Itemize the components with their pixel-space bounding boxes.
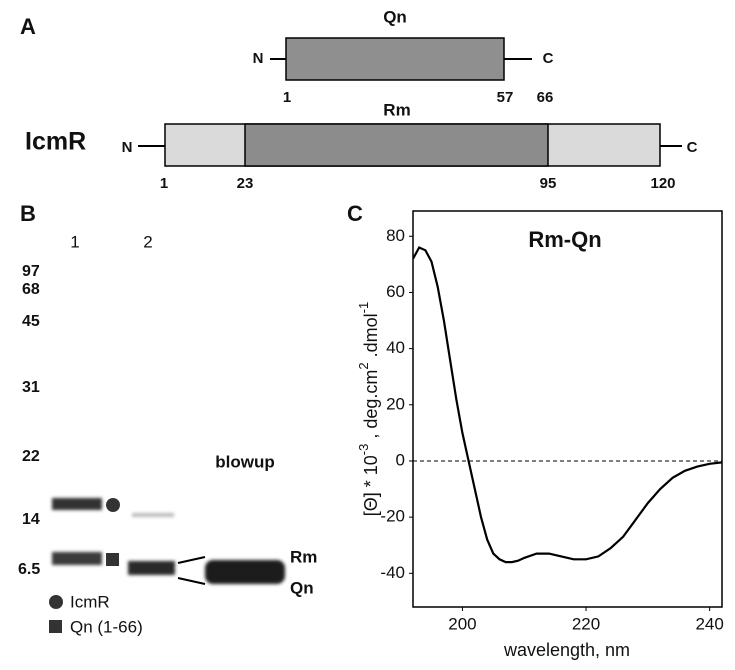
y-axis-label-part: 2 bbox=[356, 362, 371, 369]
n-term: N bbox=[122, 139, 133, 156]
panel-label: C bbox=[347, 201, 363, 226]
marker-label: 22 bbox=[22, 448, 40, 465]
y-axis-label-part: -1 bbox=[356, 302, 371, 314]
residue: 120 bbox=[650, 175, 675, 192]
band-label: Rm bbox=[290, 547, 317, 566]
gel-bands bbox=[52, 498, 285, 584]
marker-label: 31 bbox=[22, 379, 40, 396]
protein-name: IcmR bbox=[25, 128, 86, 156]
rm-box bbox=[244, 123, 549, 167]
x-axis-label: wavelength, nm bbox=[503, 640, 630, 660]
c-term: C bbox=[687, 139, 698, 156]
x-tick-label: 240 bbox=[695, 614, 723, 633]
panel-c: C Rm-Qn wavelength, nm [Θ] * 10-3 , deg.… bbox=[347, 201, 724, 660]
domain-name: Rm bbox=[383, 100, 410, 119]
blowup-line bbox=[177, 556, 206, 564]
residue: 95 bbox=[540, 175, 557, 192]
residue: 57 bbox=[497, 89, 514, 106]
marker-label: 45 bbox=[22, 313, 40, 330]
y-tick-label: -40 bbox=[380, 563, 405, 582]
icmr-marker bbox=[106, 498, 120, 512]
y-axis-label-part: .dmol bbox=[361, 313, 381, 362]
residue: 1 bbox=[283, 89, 291, 106]
chart-title: Rm-Qn bbox=[528, 227, 601, 252]
blowup-line bbox=[177, 577, 206, 585]
legend-label: Qn (1-66) bbox=[70, 617, 143, 636]
n-term: N bbox=[253, 50, 264, 67]
y-tick-label: 20 bbox=[386, 394, 405, 413]
legend-label: IcmR bbox=[70, 592, 110, 611]
y-tick-label: 60 bbox=[386, 282, 405, 301]
blowup-label: blowup bbox=[215, 452, 274, 471]
marker-label: 6.5 bbox=[18, 561, 40, 578]
y-tick-label: 0 bbox=[396, 450, 405, 469]
lane-label: 1 bbox=[70, 232, 79, 251]
y-tick-label: 40 bbox=[386, 338, 405, 357]
panel-label: B bbox=[20, 201, 36, 226]
qn-marker bbox=[106, 553, 119, 566]
y-axis-label-part: [Θ] * 10 bbox=[361, 455, 381, 516]
x-tick-label: 200 bbox=[448, 614, 476, 633]
residue: 66 bbox=[537, 89, 554, 106]
marker-label: 68 bbox=[22, 281, 40, 298]
y-tick-label: -20 bbox=[380, 507, 405, 526]
band bbox=[52, 498, 102, 510]
y-tick-label: 80 bbox=[386, 226, 405, 245]
panel-label: A bbox=[20, 14, 36, 39]
lane-label: 2 bbox=[143, 232, 152, 251]
marker-label: 14 bbox=[22, 511, 40, 528]
band-label: Qn bbox=[290, 578, 314, 597]
residue: 23 bbox=[237, 175, 254, 192]
residue: 1 bbox=[160, 175, 168, 192]
legend-square bbox=[49, 620, 62, 633]
band bbox=[132, 513, 174, 517]
y-axis-label-part: , deg.cm bbox=[361, 370, 381, 444]
cd-curve bbox=[413, 246, 722, 564]
band bbox=[52, 552, 102, 565]
x-tick-label: 220 bbox=[572, 614, 600, 633]
band bbox=[128, 561, 175, 575]
plot-frame bbox=[412, 210, 723, 608]
y-axis-label-part: -3 bbox=[356, 444, 371, 456]
marker-label: 97 bbox=[22, 263, 40, 280]
qn-box bbox=[285, 37, 505, 81]
c-term: C bbox=[543, 50, 554, 67]
panel-a: A Qn N C 1 57 66 IcmR Rm N C 1 23 95 120 bbox=[20, 7, 698, 191]
legend-circle bbox=[49, 595, 63, 609]
y-axis-label: [Θ] * 10-3 , deg.cm2 .dmol-1 bbox=[356, 302, 381, 516]
domain-name: Qn bbox=[383, 7, 407, 26]
band bbox=[205, 560, 285, 584]
panel-b: B 1 2 97 68 45 31 22 14 6.5 blowup Rm Qn… bbox=[18, 201, 317, 637]
